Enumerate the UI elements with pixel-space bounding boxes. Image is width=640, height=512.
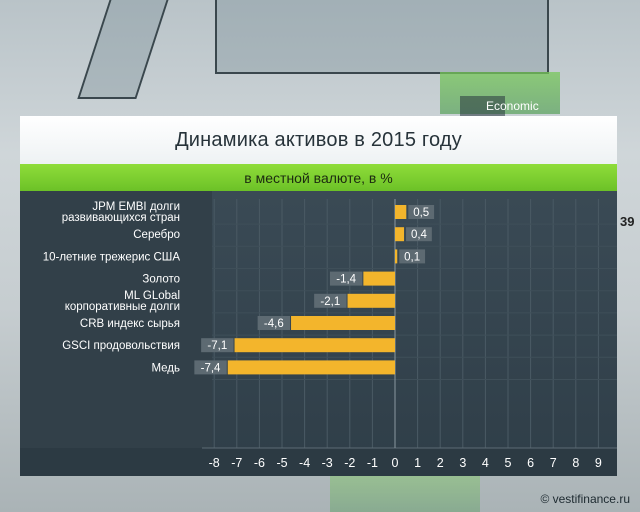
x-tick-label: 2 (437, 456, 444, 470)
value-label: 0,4 (411, 229, 428, 241)
category-label: CRB индекс сырья (80, 318, 180, 330)
category-label: Золото (142, 274, 180, 286)
chart-panel: Динамика активов в 2015 году в местной в… (20, 116, 617, 476)
x-tick-label: -1 (367, 456, 378, 470)
x-tick-label: 7 (550, 456, 557, 470)
x-tick-label: -3 (322, 456, 333, 470)
value-label: 0,1 (404, 251, 420, 263)
background-cube-left (77, 0, 172, 99)
bar (395, 249, 398, 264)
background-cube-top (215, 0, 549, 74)
chart-title: Динамика активов в 2015 году (175, 128, 462, 151)
x-tick-label: 5 (505, 456, 512, 470)
category-label: 10-летние трежерис США (43, 251, 181, 263)
background-studio-text: Economic (486, 99, 539, 113)
label-column-bg (20, 191, 212, 448)
bar (291, 316, 395, 330)
category-label: GSCI продовольствия (62, 340, 180, 352)
source-credit: © vestifinance.ru (540, 492, 630, 506)
category-label: ML GLobal (124, 290, 180, 302)
bar-chart: -8 -7 -6 -5 -4 -3 -2 -1 0 1 2 3 4 5 6 7 8 9 0,5 JPM EMBI до… (20, 191, 617, 476)
x-tick-label: 9 (595, 456, 602, 470)
value-label-box (329, 271, 363, 286)
category-label: JPM EMBI долги (92, 201, 180, 213)
background-dark-block (460, 96, 505, 116)
plot-area: -8 -7 -6 -5 -4 -3 -2 -1 0 1 2 3 4 5 6 7 8 9 0,5 JPM EMBI до… (20, 191, 617, 476)
x-tick-label: -7 (231, 456, 242, 470)
value-label: 0,5 (413, 207, 429, 219)
x-tick-label: -2 (344, 456, 355, 470)
subtitle-bar: в местной валюте, в % (20, 164, 617, 191)
x-tick-label: 0 (392, 456, 399, 470)
x-tick-label: -4 (299, 456, 310, 470)
category-label: Серебро (133, 229, 180, 241)
x-tick-label: 3 (459, 456, 466, 470)
x-tick-label: 6 (527, 456, 534, 470)
value-label: -7,1 (207, 340, 227, 352)
value-label: -2,1 (320, 296, 340, 308)
x-axis-strip (20, 448, 617, 476)
background-side-number: 39 (620, 214, 635, 229)
title-bar: Динамика активов в 2015 году (20, 116, 617, 164)
x-tick-label: -8 (209, 456, 220, 470)
background-green-floor (330, 476, 480, 512)
value-label-box (201, 338, 234, 353)
value-label-box (314, 293, 347, 308)
x-tick-label: -6 (254, 456, 265, 470)
value-label-box (399, 249, 426, 264)
bar (227, 360, 395, 375)
x-tick-label: 8 (572, 456, 579, 470)
x-tick-label: 4 (482, 456, 489, 470)
x-tick-label: -5 (276, 456, 287, 470)
value-label: -4,6 (264, 318, 284, 330)
category-label: Медь (151, 362, 180, 374)
bar (347, 293, 395, 308)
bar (363, 271, 395, 286)
category-label: корпоративные долги (65, 301, 180, 313)
category-label: развивающихся стран (62, 212, 180, 224)
value-label-box (408, 205, 435, 219)
chart-subtitle: в местной валюте, в % (244, 169, 393, 186)
bar (395, 227, 405, 242)
value-label: -1,4 (336, 274, 356, 286)
value-label-box (257, 316, 291, 330)
value-label: -7,4 (201, 362, 221, 374)
bar (234, 338, 395, 353)
value-label-box (194, 360, 227, 375)
value-label-box (406, 227, 432, 242)
x-tick-label: 1 (414, 456, 421, 470)
bar (395, 205, 407, 219)
